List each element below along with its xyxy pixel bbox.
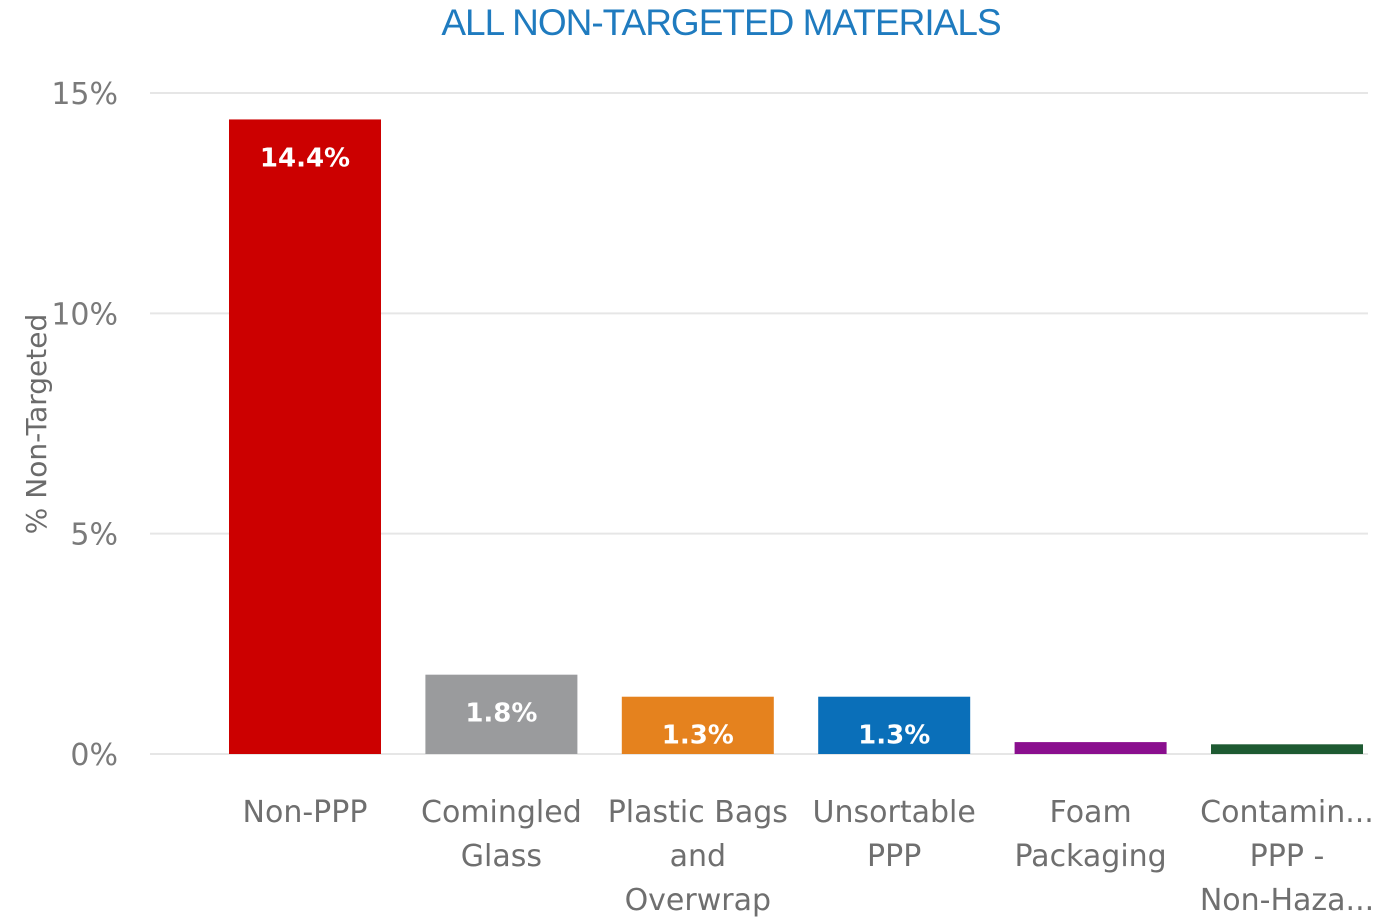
y-axis-ticks: 0% 5% 10% 15% [51, 77, 118, 773]
data-label: 14.4% [260, 143, 350, 173]
data-label: 1.8% [465, 699, 537, 729]
bar [621, 696, 774, 754]
x-category-label: PPP - [1250, 839, 1325, 874]
y-tick-label: 0% [70, 738, 118, 773]
x-category-label: Plastic Bags [608, 795, 788, 830]
x-category-label: Packaging [1014, 839, 1166, 874]
x-category-label: Comingled [421, 795, 582, 830]
y-tick-label: 10% [51, 297, 118, 332]
bar [425, 674, 578, 754]
x-category-label: Contamin... [1200, 795, 1374, 830]
x-category-label: Unsortable [813, 795, 976, 830]
data-label: 1.3% [858, 721, 930, 751]
x-category-label: Overwrap [625, 883, 771, 918]
data-labels: 14.4% 1.8% 1.3% 1.3% [260, 143, 930, 750]
x-axis-categories: Non-PPP Comingled Glass Plastic Bags and Over… [243, 795, 1375, 918]
y-tick-label: 5% [70, 518, 118, 553]
x-category-label: Non-PPP [243, 795, 368, 830]
x-category-label: Foam [1050, 795, 1132, 830]
x-category-label: and [670, 839, 726, 874]
x-category-label: Glass [461, 839, 542, 874]
y-tick-label: 15% [51, 77, 118, 112]
y-axis-label: % Non-Targeted [20, 314, 53, 535]
x-category-label: Non-Haza... [1200, 883, 1374, 918]
bar [1014, 742, 1167, 754]
bar [229, 119, 381, 754]
bars [229, 119, 1363, 754]
x-category-label: PPP [867, 839, 921, 874]
data-label: 1.3% [662, 721, 734, 751]
bar [1211, 744, 1363, 754]
bar [818, 696, 971, 754]
